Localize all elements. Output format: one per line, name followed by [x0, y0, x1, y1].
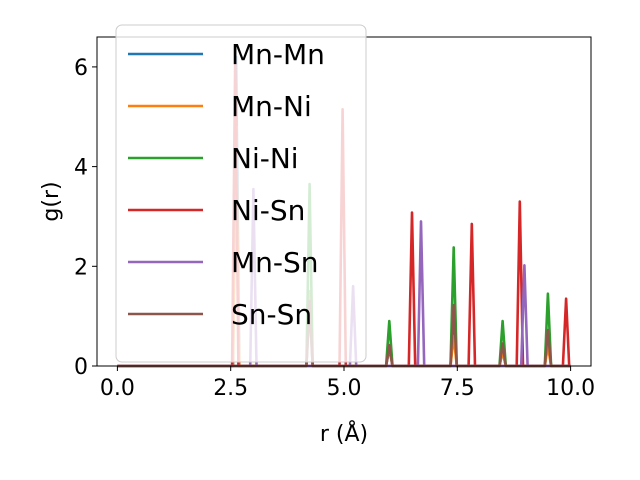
x-tick-label: 0.0	[100, 376, 135, 401]
y-tick-label: 6	[74, 56, 88, 81]
legend: Mn-Mn Mn-Ni Ni-Ni Ni-Sn Mn-Sn Sn-Sn	[115, 24, 367, 363]
legend-label-mn-ni: Mn-Ni	[231, 90, 312, 123]
x-axis-label: r (Å)	[320, 420, 368, 447]
y-tick-label: 0	[74, 355, 88, 380]
legend-box	[115, 24, 367, 363]
legend-label-ni-sn: Ni-Sn	[231, 194, 305, 227]
x-tick-label: 10.0	[546, 376, 595, 401]
legend-label-mn-mn: Mn-Mn	[231, 38, 325, 71]
x-axis: 0.0 2.5 5.0 7.5 10.0	[100, 366, 595, 401]
legend-label-mn-sn: Mn-Sn	[231, 246, 319, 279]
y-tick-label: 2	[74, 255, 88, 280]
y-axis: 0 2 4 6	[74, 56, 97, 380]
y-tick-label: 4	[74, 156, 88, 181]
legend-label-sn-sn: Sn-Sn	[231, 298, 312, 331]
x-tick-label: 7.5	[440, 376, 475, 401]
x-tick-label: 2.5	[213, 376, 248, 401]
legend-label-ni-ni: Ni-Ni	[231, 142, 299, 175]
x-tick-label: 5.0	[327, 376, 362, 401]
y-axis-label: g(r)	[39, 181, 64, 221]
